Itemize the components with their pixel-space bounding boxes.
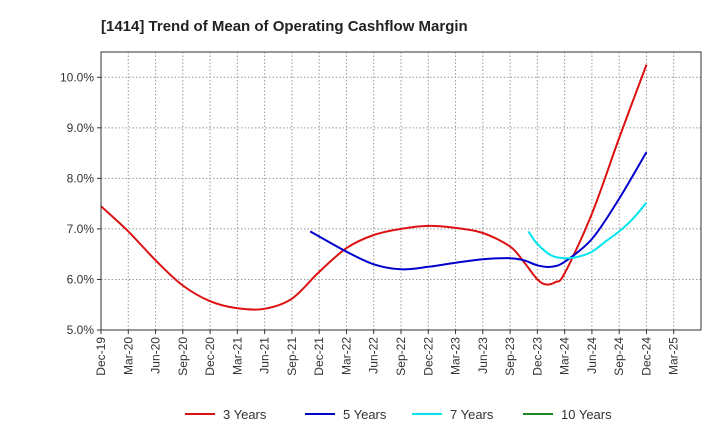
- x-tick-label: Mar-20: [121, 337, 135, 375]
- x-tick-label: Jun-24: [585, 337, 599, 374]
- x-tick-label: Dec-24: [639, 337, 653, 376]
- x-tick-label: Sep-20: [176, 337, 190, 376]
- x-tick-label: Sep-23: [503, 337, 517, 376]
- x-tick-label: Jun-22: [367, 337, 381, 374]
- x-tick-label: Mar-21: [230, 337, 244, 375]
- x-tick-label: Dec-22: [421, 337, 435, 376]
- y-tick-label: 7.0%: [67, 222, 95, 236]
- grid: [101, 52, 701, 331]
- x-tick-label: Mar-24: [558, 337, 572, 375]
- series-line-1: [100, 64, 648, 311]
- x-tick-label: Sep-24: [612, 337, 626, 376]
- x-axis: Dec-19 Mar-20 Jun-20 Sep-20 Dec-20 Mar-21 Jun-…: [94, 330, 681, 376]
- x-tick-label: Jun-20: [149, 337, 163, 374]
- series-line-2: [309, 151, 648, 271]
- x-tick-label: Sep-21: [285, 337, 299, 376]
- x-tick-label: Mar-25: [667, 337, 681, 375]
- x-tick-label: Dec-21: [312, 337, 326, 376]
- y-tick-label: 9.0%: [67, 121, 95, 135]
- x-tick-label: Mar-22: [339, 337, 353, 375]
- x-tick-label: Sep-22: [394, 337, 408, 376]
- x-tick-label: Jun-21: [258, 337, 272, 374]
- y-tick-label: 10.0%: [60, 70, 94, 84]
- x-tick-label: Jun-23: [476, 337, 490, 374]
- y-tick-label: 8.0%: [67, 171, 95, 185]
- y-tick-label: 6.0%: [67, 272, 95, 286]
- x-tick-label: Mar-23: [449, 337, 463, 375]
- chart-title: [1414] Trend of Mean of Operating Cashfl…: [101, 18, 468, 35]
- x-tick-label: Dec-23: [530, 337, 544, 376]
- legend: 3 Years 5 Years 7 Years 10 Years: [185, 407, 612, 422]
- legend-label: 7 Years: [450, 407, 494, 422]
- legend-label: 10 Years: [561, 407, 612, 422]
- legend-label: 3 Years: [223, 407, 267, 422]
- series-layer: [100, 64, 648, 311]
- y-tick-label: 5.0%: [67, 323, 95, 337]
- x-tick-label: Dec-20: [203, 337, 217, 376]
- plot-area: [101, 52, 701, 330]
- y-axis: 5.0% 6.0% 7.0% 8.0% 9.0% 10.0%: [60, 70, 101, 337]
- x-tick-label: Dec-19: [94, 337, 108, 376]
- legend-label: 5 Years: [343, 407, 387, 422]
- series-line-3: [527, 201, 648, 260]
